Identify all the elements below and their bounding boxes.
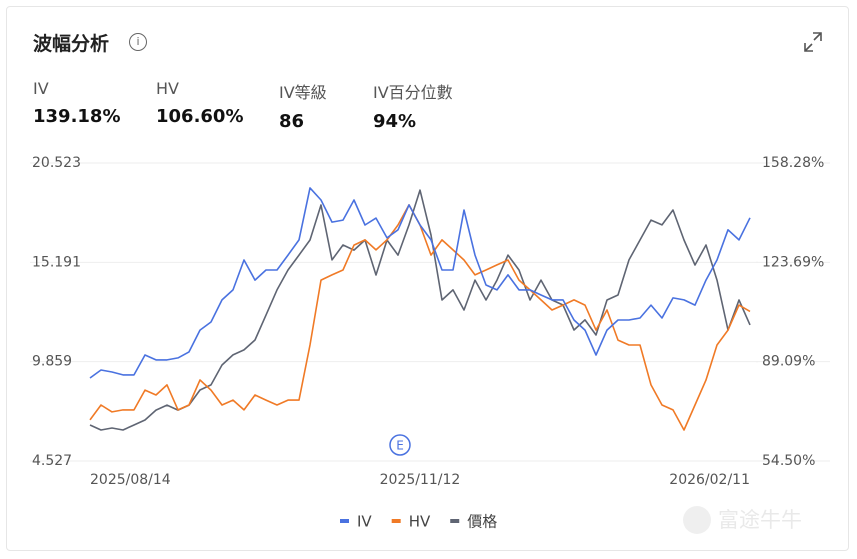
info-icon[interactable]: i [129,33,147,51]
stat-label: IV [33,79,49,98]
stat: IV 139.18% [33,79,121,127]
y2-tick-label: 158.28% [762,155,824,171]
event-marker [389,434,411,456]
y2-tick-label: 54.50% [762,453,815,469]
y-tick-label: 15.191 [32,254,81,270]
x-tick-label: 2025/11/12 [380,472,461,488]
stat: IV等級 86 [279,79,327,132]
x-tick-label: 2025/08/14 [90,472,171,488]
card: 波幅分析 i IV 139.18% HV 106.60% IV等級 86 IV百分位數… [6,6,849,551]
x-tick-label: 2026/02/11 [669,472,750,488]
watermark-text: 富途牛牛 [718,508,802,532]
y-tick-label: 9.859 [32,354,72,370]
stat: HV 106.60% [156,79,244,127]
y-tick-label: 4.527 [32,453,72,469]
legend-swatch [450,519,460,523]
series-line [89,189,751,431]
series-line [89,187,751,379]
stat-value: 94% [373,111,417,132]
y2-tick-label: 89.09% [762,354,815,370]
legend-swatch [391,519,401,523]
stat-value: 86 [279,111,305,132]
y-tick-label: 20.523 [32,155,81,171]
stat-label: HV [156,79,179,98]
legend-label: IV [357,513,372,531]
stat-value: 139.18% [33,106,121,127]
legend-swatch [340,519,349,523]
watermark: 富途牛牛 [683,506,802,534]
stat-value: 106.60% [156,106,244,127]
legend-label: HV [409,513,431,531]
expand-icon[interactable] [804,32,822,52]
event-label: E [396,439,404,453]
stat-label: IV百分位數 [373,83,453,102]
stat: IV百分位數 94% [373,79,453,132]
series-line [89,204,751,431]
stat-label: IV等級 [279,83,327,102]
y2-tick-label: 123.69% [762,254,824,270]
widget-title: 波幅分析 [33,33,110,55]
legend-label: 價格 [467,513,497,531]
